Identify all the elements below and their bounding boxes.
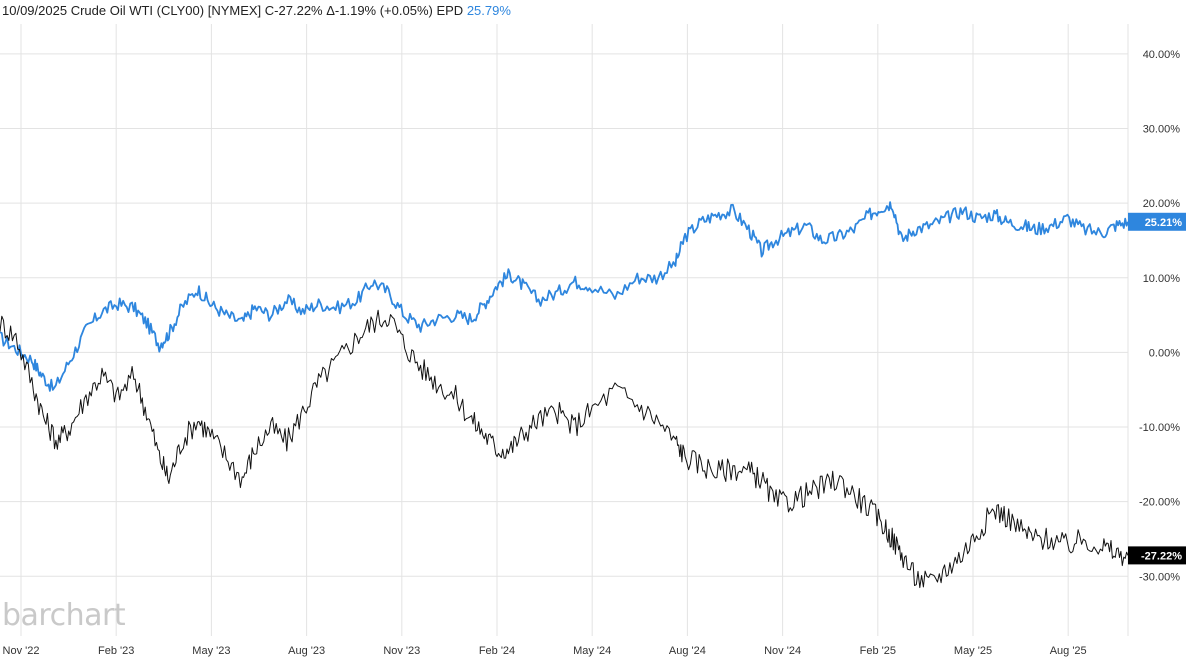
header-change: C-27.22% [264, 3, 323, 18]
epd-last-value-badge: 25.21% [1128, 212, 1186, 231]
x-tick-label: Aug '25 [1050, 645, 1087, 657]
y-tick-label: -10.00% [1139, 422, 1180, 434]
y-tick-label: -30.00% [1139, 571, 1180, 583]
y-tick-label: 30.00% [1143, 123, 1181, 135]
y-tick-label: 0.00% [1149, 347, 1180, 359]
epd-badge-label: 25.21% [1145, 217, 1183, 229]
y-tick-label: 40.00% [1143, 49, 1181, 61]
x-tick-label: Nov '23 [383, 645, 420, 657]
series-layer [0, 201, 1129, 589]
header-instrument: Crude Oil WTI (CLY00) [NYMEX] [70, 3, 262, 18]
header-compare-value: 25.79% [466, 3, 511, 18]
crude-badge-label: -27.22% [1141, 550, 1182, 562]
x-tick-label: Feb '23 [98, 645, 134, 657]
last-value-badges: 25.21% -27.22% [1128, 212, 1186, 565]
x-tick-label: Feb '25 [860, 645, 896, 657]
x-tick-label: Aug '23 [288, 645, 325, 657]
x-tick-label: Nov '24 [764, 645, 801, 657]
crude-badge-background [1128, 546, 1186, 565]
crude-last-value-badge: -27.22% [1128, 546, 1186, 565]
y-tick-label: 20.00% [1143, 198, 1181, 210]
barchart-logo: barchart [2, 598, 126, 633]
x-axis: Nov '22 Feb '23 May '23 Aug '23 Nov '23 Feb '… [3, 645, 1087, 657]
x-tick-label: May '25 [954, 645, 992, 657]
x-tick-label: May '23 [192, 645, 230, 657]
chart-header: 10/09/2025 Crude Oil WTI (CLY00) [NYMEX]… [2, 3, 511, 18]
crude-series-line [0, 309, 1129, 589]
epd-badge-background [1128, 212, 1186, 231]
x-tick-label: Aug '24 [669, 645, 706, 657]
epd-series-line [0, 201, 1129, 392]
x-tick-label: May '24 [573, 645, 611, 657]
x-tick-label: Feb '24 [479, 645, 515, 657]
x-tick-label: Nov '22 [3, 645, 40, 657]
header-compare-symbol: EPD [436, 3, 464, 18]
y-axis: 40.00% 30.00% 20.00% 10.00% 0.00% -10.00% -20.… [1139, 49, 1180, 583]
y-tick-label: 10.00% [1143, 273, 1181, 285]
header-date: 10/09/2025 [2, 3, 68, 18]
y-tick-label: -20.00% [1139, 497, 1180, 509]
header-delta: Δ-1.19% (+0.05%) [326, 3, 433, 18]
